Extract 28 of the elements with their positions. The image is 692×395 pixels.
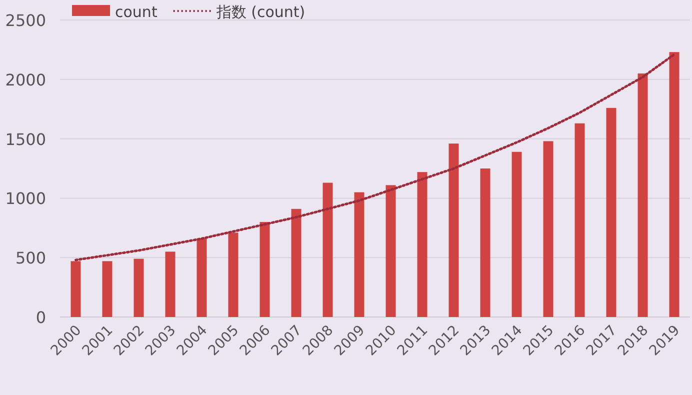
bar [480,168,490,317]
y-tick-label: 0 [36,308,46,327]
bar [291,208,302,317]
bar [354,192,364,317]
bar [102,261,112,317]
bar [417,172,428,317]
legend-label: count [115,3,158,21]
bar [543,141,554,317]
bar [70,261,81,317]
bar [165,252,176,317]
legend-label: 指数 (count) [215,3,306,21]
bar [322,182,333,317]
y-tick-label: 1500 [5,130,46,149]
bar [260,222,270,317]
bar [606,108,616,317]
y-tick-label: 2500 [5,11,46,30]
bar [638,73,648,317]
y-tick-label: 1000 [5,189,46,208]
bar [134,258,144,317]
bar [386,185,396,317]
y-tick-label: 500 [15,248,46,268]
bar [512,152,522,317]
bar [669,52,680,317]
bar [228,232,238,317]
bar [574,123,585,317]
bar [196,238,207,317]
y-tick-label: 2000 [5,70,46,90]
bar [448,144,459,317]
